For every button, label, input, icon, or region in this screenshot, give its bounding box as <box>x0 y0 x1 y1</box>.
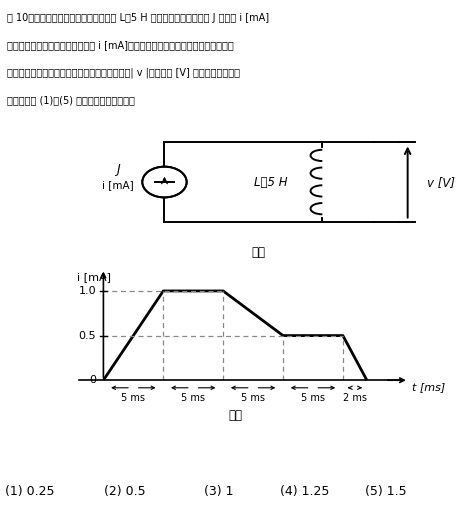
Text: J: J <box>116 163 119 176</box>
Text: 図２: 図２ <box>228 409 242 422</box>
Text: ものを次の (1)〜(5) のうちから一つ選べ。: ものを次の (1)〜(5) のうちから一つ選べ。 <box>7 95 135 105</box>
Text: 5 ms: 5 ms <box>241 393 265 402</box>
Text: L＝5 H: L＝5 H <box>255 176 288 189</box>
Circle shape <box>142 167 187 197</box>
Text: 5 ms: 5 ms <box>181 393 205 402</box>
Text: 2 ms: 2 ms <box>343 393 367 402</box>
Text: 0.5: 0.5 <box>79 330 96 340</box>
Text: を供給している回路がある。電流 i [mA]は図２のような時間変化をしている。こ: を供給している回路がある。電流 i [mA]は図２のような時間変化をしている。こ <box>7 40 234 50</box>
Text: i [mA]: i [mA] <box>77 272 111 282</box>
Text: t [ms]: t [ms] <box>412 382 446 392</box>
Text: 5 ms: 5 ms <box>121 393 146 402</box>
Text: (1) 0.25: (1) 0.25 <box>5 485 54 498</box>
Text: i [mA]: i [mA] <box>102 180 133 190</box>
Text: 5 ms: 5 ms <box>301 393 325 402</box>
Text: 問 10　図１のように，インダクタンス L＝5 H のコイルに直流電流源 J が電流 i [mA]: 問 10 図１のように，インダクタンス L＝5 H のコイルに直流電流源 J が… <box>7 13 269 23</box>
Text: 0: 0 <box>89 375 96 385</box>
Text: (5) 1.5: (5) 1.5 <box>365 485 407 498</box>
Text: 1.0: 1.0 <box>79 286 96 296</box>
Text: 図１: 図１ <box>251 246 265 258</box>
Text: (3) 1: (3) 1 <box>204 485 233 498</box>
Text: のとき，コイルの端子間に現れる電圧の大きさ| v |の最大値 [V] として，最も近い: のとき，コイルの端子間に現れる電圧の大きさ| v |の最大値 [V] として，最… <box>7 68 240 78</box>
Text: v [V]: v [V] <box>427 176 455 189</box>
Text: (2) 0.5: (2) 0.5 <box>104 485 146 498</box>
Text: (4) 1.25: (4) 1.25 <box>280 485 329 498</box>
